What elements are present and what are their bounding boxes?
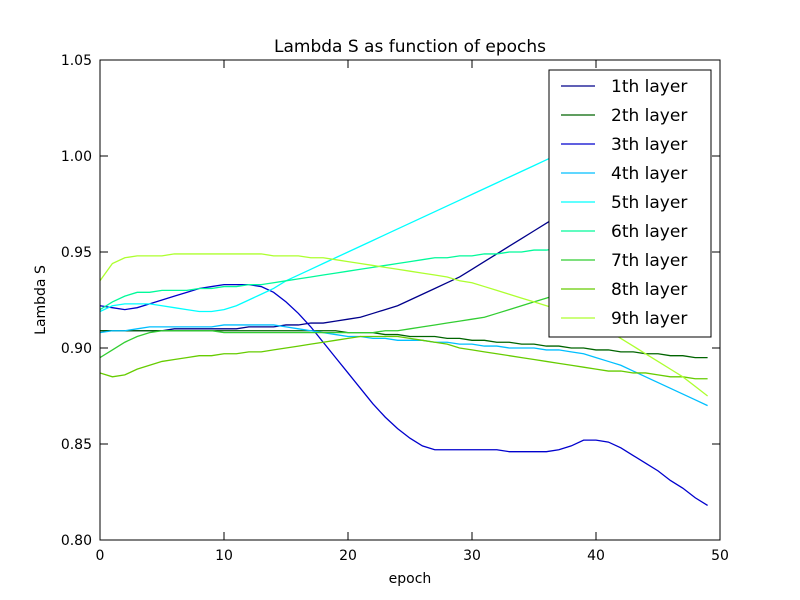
legend-label-8: 8th layer [611,280,687,300]
y-tick-label: 0.85 [61,437,92,453]
legend-label-5: 5th layer [611,193,687,213]
plot-frame [99,59,721,541]
x-tick-label: 10 [215,548,233,564]
legend-label-2: 2th layer [611,106,687,126]
y-tick-label: 0.80 [61,533,92,549]
x-tick-label: 40 [587,548,605,564]
y-tick-label: 1.05 [61,53,92,69]
chart-title: Lambda S as function of epochs [274,37,546,57]
legend-label-3: 3th layer [611,135,687,155]
legend-label-9: 9th layer [611,309,687,329]
legend-label-6: 6th layer [611,222,687,242]
x-tick-label: 0 [96,548,105,564]
series-line-4 [100,324,708,407]
y-tick-label: 1.00 [61,149,92,165]
legend-label-4: 4th layer [611,164,687,184]
x-tick-label: 50 [711,548,729,564]
y-axis-label: Lambda S [33,265,49,335]
legend-label-7: 7th layer [611,251,687,271]
x-tick-label: 20 [339,548,357,564]
legend-label-1: 1th layer [611,77,687,97]
y-tick-label: 0.95 [61,245,92,261]
series-line-8 [100,335,708,380]
x-axis-label: epoch [389,571,432,587]
x-tick-label: 30 [463,548,481,564]
legend: 1th layer 2th layer 3th layer 4th layer 5th … [548,69,712,338]
axis-ticks: 0 10 20 30 40 50 0.80 0.85 0.90 0.95 1.00 1.05 [61,53,729,564]
y-tick-label: 0.90 [61,341,92,357]
